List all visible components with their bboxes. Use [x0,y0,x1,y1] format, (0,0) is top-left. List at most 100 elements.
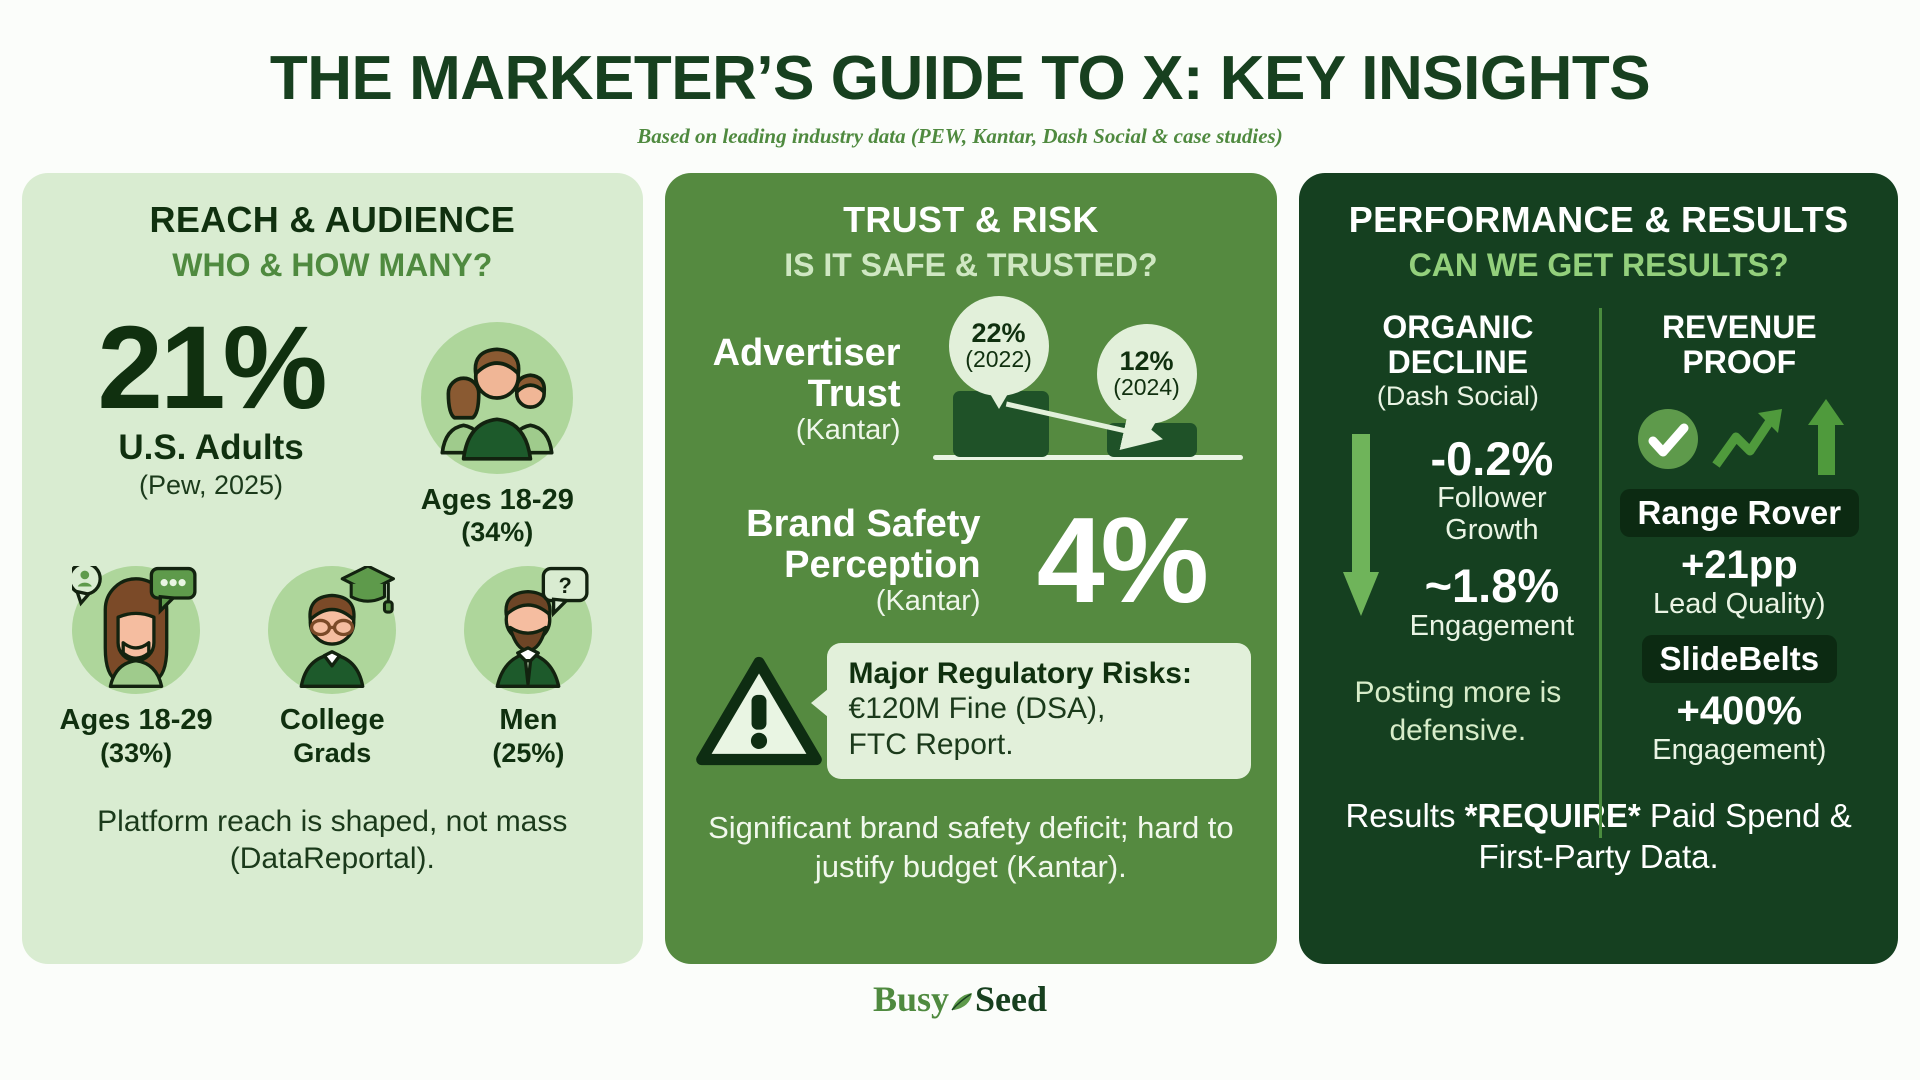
advertiser-trust-label-group: Advertiser Trust (Kantar) [691,333,901,446]
down-arrow-icon [1343,434,1380,617]
segment-label: Men [499,704,558,737]
page-title: THE MARKETER’S GUIDE TO X: KEY INSIGHTS [269,44,1651,113]
panel-performance-results: PERFORMANCE & RESULTS CAN WE GET RESULTS… [1299,173,1898,964]
case-brand-chip: Range Rover [1619,489,1860,538]
decline-arrow-icon [1005,401,1163,451]
check-circle-icon [1638,409,1699,470]
bubble-year: (2024) [1113,373,1180,400]
graduate-avatar-icon [268,566,397,695]
case-value: +400% [1676,689,1803,734]
bubble-value: 22% [971,317,1026,348]
organic-stat-label: Engagement [1409,609,1575,642]
case-value: +21pp [1680,543,1798,588]
panel3-subtitle: CAN WE GET RESULTS? [1408,247,1789,283]
panel3-columns: ORGANIC DECLINE (Dash Social) -0.2% Foll… [1299,284,1898,838]
organic-note: Posting more is defensive. [1354,676,1562,747]
panel3-title: PERFORMANCE & RESULTS [1348,199,1849,240]
hero-source: (Pew, 2025) [138,470,284,501]
header: THE MARKETER’S GUIDE TO X: KEY INSIGHTS … [0,0,1920,149]
organic-heading: ORGANIC DECLINE [1382,309,1534,380]
panel2-title: TRUST & RISK [843,199,1099,240]
brand-safety-value-wrap: 4% [991,491,1252,628]
organic-stats: -0.2% Follower Growth ~1.8% Engagement [1393,434,1590,656]
brand-safety-value: 4% [1036,491,1209,628]
panel1-subtitle: WHO & HOW MANY? [172,247,493,283]
page-subtitle: Based on leading industry data (PEW, Kan… [637,124,1283,148]
advertiser-trust-row: Advertiser Trust (Kantar) 22% (2022) 12% [691,296,1252,470]
group-avatar-value: (34%) [461,517,534,548]
brand-logo: Busy Seed [0,978,1920,1022]
graduate-avatar-glyph [299,566,396,689]
logo-part-b: Seed [975,979,1048,1019]
organic-source: (Dash Social) [1376,381,1539,412]
logo-part-a: Busy [872,979,950,1019]
case-label: Engagement) [1652,734,1827,767]
chart-baseline [932,455,1244,460]
revenue-proof-column: REVENUE PROOF [1599,310,1880,767]
panel1-title: REACH & AUDIENCE [149,199,516,240]
panel2-subtitle: IS IT SAFE & TRUSTED? [784,247,1158,283]
panel1-group-segment: Ages 18-29 (34%) [376,312,619,548]
woman-avatar-icon [72,566,201,695]
panel1-hero-row: 21% U.S. Adults (Pew, 2025) [22,284,643,548]
revenue-case-slidebelts: SlideBelts +400% Engagement) [1607,621,1872,767]
group-avatar-icon [421,322,574,474]
panel2-footnote: Significant brand safety deficit; hard t… [708,810,1234,885]
segment-ages: Ages 18-29 (33%) [46,566,226,768]
advertiser-trust-chart: 22% (2022) 12% (2024) [911,296,1252,470]
panel3-footnote: Results *REQUIRE* Paid Spend & First-Par… [1299,767,1898,878]
brand-safety-row: Brand Safety Perception (Kantar) 4% [691,491,1252,628]
group-avatar-glyph [440,347,554,461]
advertiser-trust-block: Advertiser Trust (Kantar) 22% (2022) 12% [665,284,1278,470]
revenue-heading: REVENUE PROOF [1661,309,1817,380]
case-label: Lead Quality) [1653,588,1826,621]
segment-value: (33%) [100,737,173,768]
segment-label: Ages 18-29 [59,704,213,737]
segment-value: Grads [293,737,372,768]
bubble-value: 12% [1119,345,1174,376]
warning-triangle-icon [695,657,822,766]
organic-stat-value: -0.2% [1430,432,1554,486]
brand-safety-label: Brand Safety Perception [746,503,981,587]
organic-stat-label: Follower Growth [1437,482,1547,547]
panel1-hero-stat: 21% U.S. Adults (Pew, 2025) [46,302,376,501]
advertiser-trust-label: Advertiser Trust [712,332,901,416]
segment-label: College [279,704,385,737]
warning-line-1: €120M Fine (DSA), [848,692,1106,726]
man-avatar-icon: ? [464,566,593,695]
footnote-post: Paid Spend & First-Party Data. [1478,797,1852,876]
footnote-pre: Results [1345,797,1465,835]
column-divider [1598,308,1602,838]
group-avatar-label: Ages 18-29 [420,484,574,516]
brand-safety-block: Brand Safety Perception (Kantar) 4% [665,470,1278,628]
regulatory-warning-box: Major Regulatory Risks: €120M Fine (DSA)… [810,643,1252,780]
segment-men: ? Men (25%) [438,566,618,768]
panel1-segments: Ages 18-29 (33%) [22,548,643,768]
brand-safety-label-group: Brand Safety Perception (Kantar) [691,503,981,617]
organic-decline-column: ORGANIC DECLINE (Dash Social) -0.2% Foll… [1317,310,1598,767]
hero-value: 21% [97,302,327,434]
revenue-case-range-rover: Range Rover +21pp Lead Quality) [1607,475,1872,621]
footnote-emphasis: *REQUIRE* [1464,797,1641,835]
panel1-head: REACH & AUDIENCE WHO & HOW MANY? [22,173,643,284]
panel2-head: TRUST & RISK IS IT SAFE & TRUSTED? [665,173,1278,284]
organic-stat-value: ~1.8% [1424,559,1560,613]
chart-bubble-2022: 22% (2022) [948,296,1049,409]
man-avatar-glyph: ? [496,567,589,689]
panel3-head: PERFORMANCE & RESULTS CAN WE GET RESULTS… [1299,173,1898,284]
bubble-year: (2022) [965,345,1032,372]
arrow-up-icon [1808,399,1845,476]
leaf-icon [949,980,975,1022]
svg-text:?: ? [559,573,572,598]
revenue-icons [1607,389,1872,476]
organic-stats-row: -0.2% Follower Growth ~1.8% Engagement [1325,412,1590,656]
segment-college: College Grads [242,566,422,768]
warning-title: Major Regulatory Risks: [848,657,1192,691]
trend-up-icon [1712,409,1783,468]
case-brand-chip: SlideBelts [1641,635,1838,684]
warning-line-2: FTC Report. [848,728,1014,762]
hero-label: U.S. Adults [118,428,304,468]
segment-value: (25%) [492,737,565,768]
panel1-footnote: Platform reach is shaped, not mass (Data… [97,804,568,876]
